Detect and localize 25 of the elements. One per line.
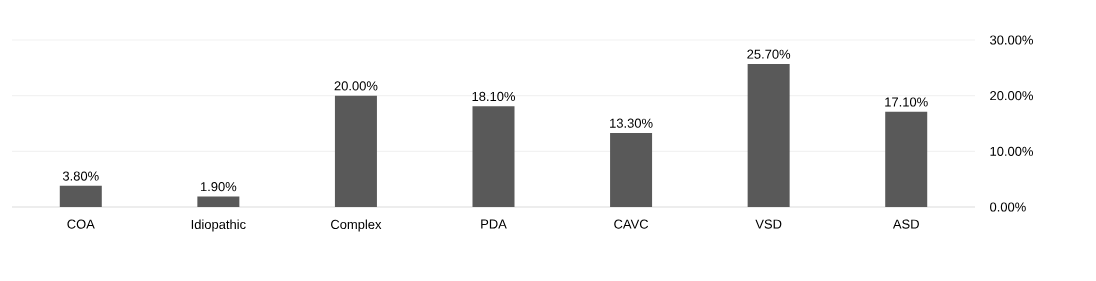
bar — [747, 63, 790, 207]
data-label: 20.00% — [334, 81, 378, 91]
x-tick-label: Idiopathic — [191, 219, 246, 232]
y-tick-label: 0.00% — [990, 202, 1026, 212]
data-label: 1.90% — [200, 182, 237, 192]
y-tick-label: 10.00% — [990, 146, 1033, 156]
data-label: 13.30% — [610, 118, 653, 128]
x-tick-label: ASD — [892, 219, 919, 229]
data-label: 17.10% — [885, 97, 928, 107]
x-tick-label: VSD — [755, 219, 782, 229]
data-label: 3.80% — [62, 171, 99, 181]
bar — [197, 196, 240, 207]
x-tick-label: CAVC — [614, 219, 649, 229]
x-tick-label: Complex — [331, 219, 382, 232]
data-label: 18.10% — [472, 91, 515, 102]
x-tick-label: PDA — [481, 219, 507, 229]
bar — [885, 111, 928, 207]
data-label: 25.70% — [747, 49, 791, 59]
bar — [59, 185, 102, 207]
bar — [610, 132, 653, 207]
x-tick-label: COA — [67, 219, 95, 229]
bar — [472, 106, 515, 207]
y-tick-label: 30.00% — [990, 35, 1033, 45]
bar — [334, 95, 377, 207]
y-tick-label: 20.00% — [990, 91, 1033, 101]
